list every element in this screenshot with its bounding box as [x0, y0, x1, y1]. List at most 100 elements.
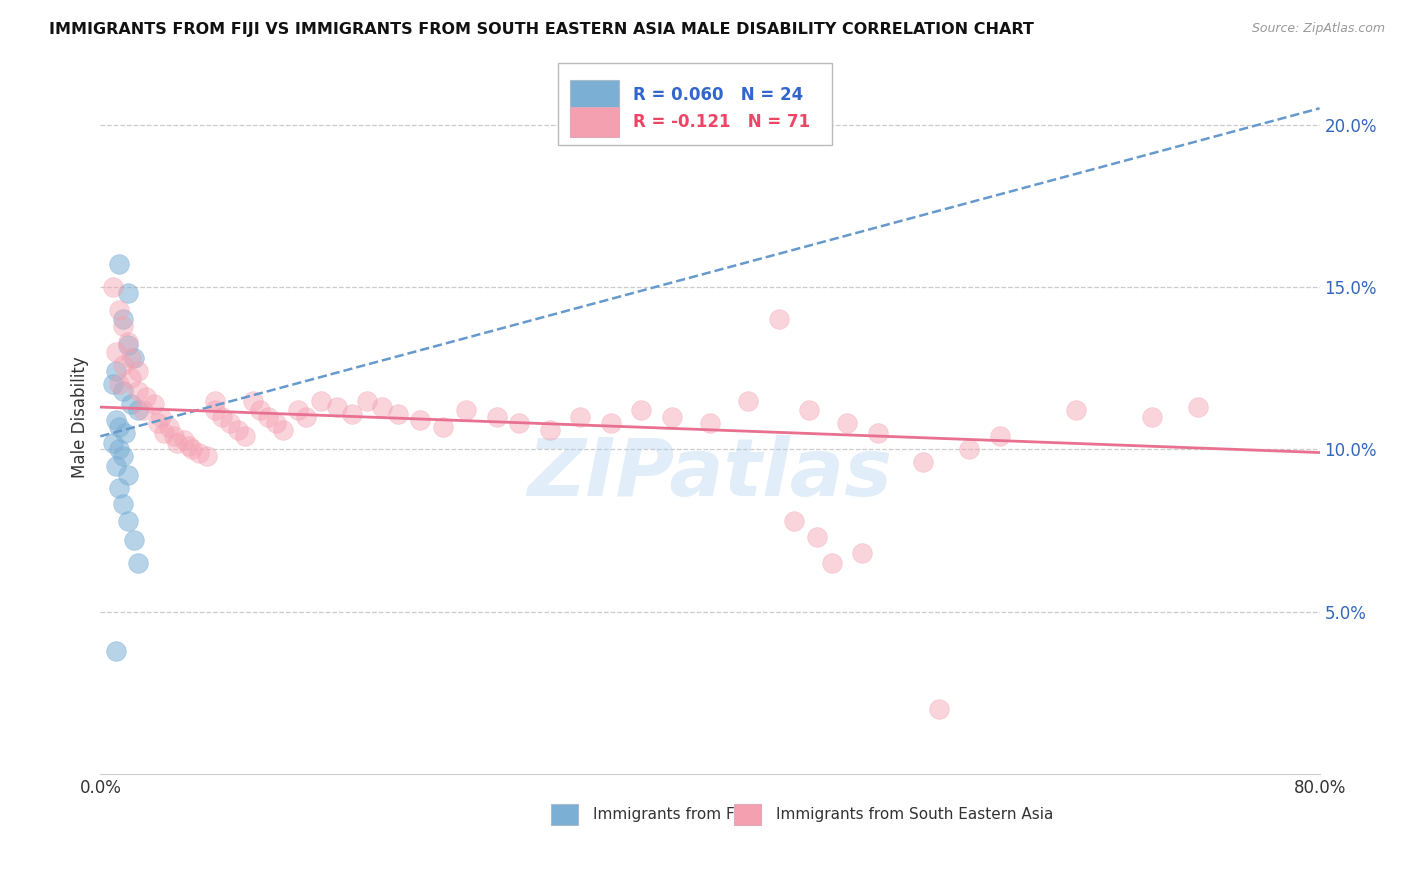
Point — [409, 413, 432, 427]
Point — [821, 556, 844, 570]
Point — [107, 377, 129, 392]
Point — [851, 546, 873, 560]
Point — [188, 445, 211, 459]
Point — [107, 419, 129, 434]
Point — [356, 393, 378, 408]
Point — [117, 514, 139, 528]
Point — [1187, 400, 1209, 414]
Point — [233, 429, 256, 443]
FancyBboxPatch shape — [734, 804, 761, 825]
Text: ZIPatlas: ZIPatlas — [527, 435, 893, 513]
Point — [127, 556, 149, 570]
Point — [783, 514, 806, 528]
Point — [226, 423, 249, 437]
Point — [866, 425, 889, 440]
Point — [204, 393, 226, 408]
Point — [162, 429, 184, 443]
Text: Immigrants from South Eastern Asia: Immigrants from South Eastern Asia — [776, 807, 1053, 822]
Point — [432, 419, 454, 434]
Point — [112, 358, 135, 372]
Point — [150, 409, 173, 424]
Point — [120, 351, 142, 366]
Point — [1064, 403, 1087, 417]
Point — [249, 403, 271, 417]
Point — [101, 377, 124, 392]
Point — [135, 390, 157, 404]
Point — [112, 318, 135, 333]
Point — [219, 417, 242, 431]
Point — [101, 280, 124, 294]
Point — [1140, 409, 1163, 424]
Point — [204, 403, 226, 417]
Point — [325, 400, 347, 414]
Point — [104, 413, 127, 427]
Point — [132, 403, 155, 417]
Point — [195, 449, 218, 463]
Point — [107, 442, 129, 457]
Point — [107, 257, 129, 271]
FancyBboxPatch shape — [551, 804, 578, 825]
Point — [699, 417, 721, 431]
Point — [112, 449, 135, 463]
Text: Source: ZipAtlas.com: Source: ZipAtlas.com — [1251, 22, 1385, 36]
Text: R = -0.121   N = 71: R = -0.121 N = 71 — [633, 112, 810, 131]
Point — [114, 425, 136, 440]
Point — [569, 409, 592, 424]
FancyBboxPatch shape — [569, 107, 619, 136]
Point — [287, 403, 309, 417]
Point — [311, 393, 333, 408]
Point — [295, 409, 318, 424]
Point — [112, 312, 135, 326]
Point — [101, 435, 124, 450]
Point — [104, 344, 127, 359]
Point — [387, 407, 409, 421]
Point — [508, 417, 530, 431]
Point — [112, 498, 135, 512]
Point — [117, 338, 139, 352]
Point — [211, 409, 233, 424]
Point — [599, 417, 621, 431]
Point — [142, 397, 165, 411]
Point — [538, 423, 561, 437]
Point — [242, 393, 264, 408]
Point — [127, 384, 149, 398]
Point — [117, 286, 139, 301]
Point — [768, 312, 790, 326]
Point — [837, 417, 859, 431]
Point — [122, 533, 145, 548]
Point — [456, 403, 478, 417]
Point — [120, 397, 142, 411]
Point — [257, 409, 280, 424]
Point — [806, 530, 828, 544]
Point — [912, 455, 935, 469]
Point — [148, 417, 170, 431]
Point — [120, 371, 142, 385]
Point — [127, 403, 149, 417]
Text: Immigrants from Fiji: Immigrants from Fiji — [593, 807, 747, 822]
Point — [928, 702, 950, 716]
Point — [166, 435, 188, 450]
Text: R = 0.060   N = 24: R = 0.060 N = 24 — [633, 86, 803, 103]
Point — [485, 409, 508, 424]
Point — [737, 393, 759, 408]
Point — [957, 442, 980, 457]
Point — [104, 643, 127, 657]
Point — [153, 425, 176, 440]
Point — [107, 481, 129, 495]
Y-axis label: Male Disability: Male Disability — [72, 356, 89, 478]
Point — [173, 433, 195, 447]
Point — [264, 417, 287, 431]
Point — [117, 468, 139, 483]
FancyBboxPatch shape — [569, 79, 619, 110]
Point — [112, 384, 135, 398]
Point — [117, 335, 139, 350]
Point — [104, 458, 127, 473]
Point — [104, 364, 127, 378]
FancyBboxPatch shape — [558, 63, 832, 145]
Point — [127, 364, 149, 378]
Point — [340, 407, 363, 421]
Point — [271, 423, 294, 437]
Point — [630, 403, 652, 417]
Point — [107, 302, 129, 317]
Point — [122, 351, 145, 366]
